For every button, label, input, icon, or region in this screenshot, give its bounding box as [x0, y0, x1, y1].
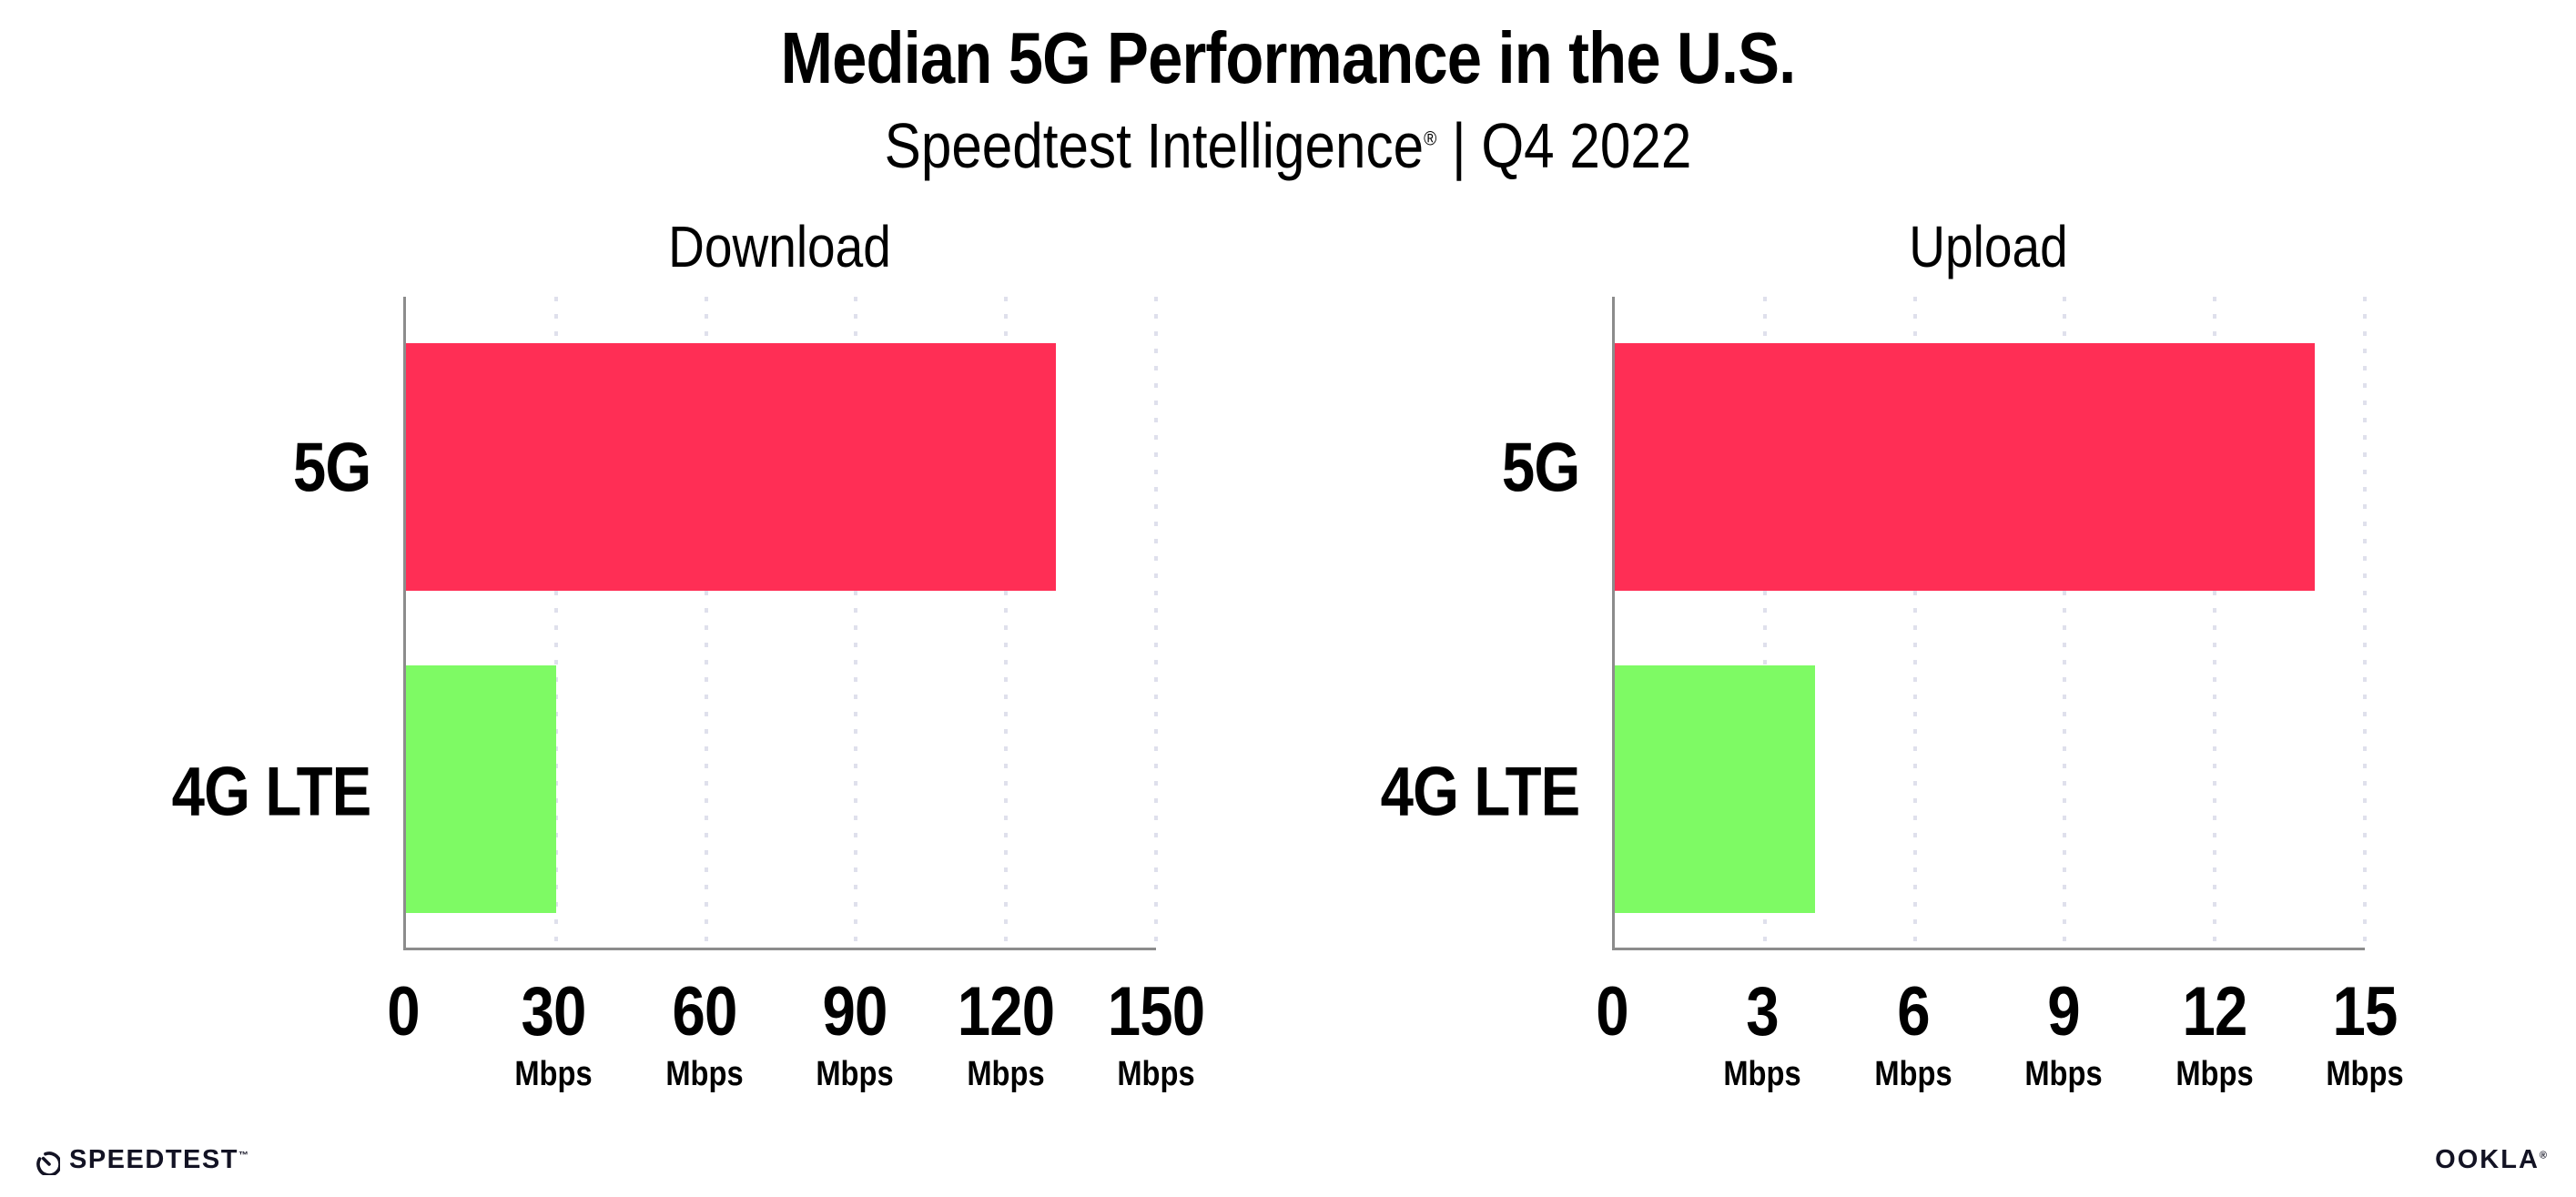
bar-4g-lte: [1615, 665, 1815, 914]
speedtest-logo: SPEEDTEST™: [31, 1145, 249, 1175]
x-axis: 0 30 Mbps 60 Mbps 90 Mbps 120 Mbps 150 Mbps: [387, 950, 1205, 1128]
speedtest-gauge-icon: [36, 1151, 60, 1175]
speedtest-wordmark: SPEEDTEST™: [69, 1145, 249, 1175]
chart-upload: Upload 5G 4G LTE 0 3 Mbps 6 Mbps 9 Mbps 12 Mbps 15…: [1348, 213, 2403, 1128]
x-tick-value: 90: [822, 973, 888, 1050]
x-tick-value: 9: [2047, 973, 2080, 1050]
ookla-logo: OOKLA®: [2435, 1145, 2549, 1175]
x-tick-unit: Mbps: [1874, 1055, 1952, 1093]
charts-row: Download 5G 4G LTE 0 30 Mbps 60 Mbps 90 Mbps 120…: [0, 213, 2576, 1128]
gridline: [2363, 297, 2367, 948]
x-tick-unit: Mbps: [2175, 1055, 2254, 1093]
gridline: [2063, 297, 2067, 948]
plot-area: [1612, 297, 2367, 950]
x-tick-value: 30: [521, 973, 587, 1050]
x-axis-tick: 150 Mbps: [1100, 950, 1212, 1094]
registered-mark: ®: [2539, 1150, 2549, 1161]
category-label-5g: 5G: [292, 429, 371, 507]
bar-4g-lte: [406, 665, 556, 914]
gridline: [2213, 297, 2217, 948]
x-tick-value: 0: [1596, 973, 1628, 1050]
gridline: [1004, 297, 1009, 948]
gridline: [854, 297, 858, 948]
x-axis-tick: 15 Mbps: [2319, 950, 2409, 1094]
chart-title-download: Download: [668, 214, 891, 279]
y-axis-labels: 5G 4G LTE: [139, 297, 403, 950]
category-label-5g: 5G: [1501, 429, 1580, 507]
category-label-4g-lte: 4G LTE: [171, 753, 371, 831]
subtitle-period: | Q4 2022: [1436, 110, 1692, 181]
page-subtitle: Speedtest Intelligence® | Q4 2022: [180, 109, 2396, 182]
x-axis: 0 3 Mbps 6 Mbps 9 Mbps 12 Mbps 15 Mbps: [1596, 950, 2403, 1128]
chart-download: Download 5G 4G LTE 0 30 Mbps 60 Mbps 90 Mbps 120…: [139, 213, 1205, 1128]
x-tick-unit: Mbps: [2024, 1055, 2103, 1093]
x-tick-unit: Mbps: [514, 1055, 593, 1093]
x-axis-tick: 120 Mbps: [949, 950, 1062, 1094]
speedtest-wordmark-text: SPEEDTEST: [69, 1145, 238, 1174]
x-tick-unit: Mbps: [1117, 1055, 1195, 1093]
plot-row: 5G 4G LTE: [139, 297, 1158, 950]
trademark-mark: ™: [238, 1150, 250, 1161]
x-tick-unit: Mbps: [816, 1055, 894, 1093]
x-axis-tick: 9 Mbps: [2019, 950, 2109, 1094]
bar-5g: [1615, 343, 2316, 592]
x-tick-value: 3: [1746, 973, 1780, 1050]
x-axis-tick: 12 Mbps: [2169, 950, 2259, 1094]
x-axis-tick: 0: [1593, 950, 1630, 1051]
plot-area: [403, 297, 1158, 950]
gridline: [1154, 297, 1158, 948]
x-tick-unit: Mbps: [665, 1055, 744, 1093]
x-axis-tick: 0: [384, 950, 421, 1051]
x-tick-value: 60: [672, 973, 737, 1050]
x-axis-tick: 30 Mbps: [509, 950, 599, 1094]
header: Median 5G Performance in the U.S. Speedt…: [0, 0, 2576, 182]
x-tick-unit: Mbps: [2326, 1055, 2404, 1093]
bar-5g: [406, 343, 1057, 592]
x-tick-value: 12: [2182, 973, 2247, 1050]
x-axis-tick: 3 Mbps: [1718, 950, 1808, 1094]
category-label-4g-lte: 4G LTE: [1380, 753, 1580, 831]
registered-mark: ®: [1424, 127, 1437, 150]
x-axis-tick: 90 Mbps: [810, 950, 900, 1094]
x-tick-unit: Mbps: [966, 1055, 1045, 1093]
subtitle-brand: Speedtest Intelligence: [884, 110, 1425, 181]
y-axis-labels: 5G 4G LTE: [1348, 297, 1612, 950]
ookla-wordmark-text: OOKLA: [2435, 1145, 2540, 1174]
ookla-wordmark: OOKLA®: [2435, 1145, 2549, 1174]
gridline: [1912, 297, 1917, 948]
x-tick-value: 6: [1897, 973, 1930, 1050]
x-tick-unit: Mbps: [1723, 1055, 1802, 1093]
gridline: [1762, 297, 1767, 948]
gridline: [553, 297, 558, 948]
x-tick-value: 0: [387, 973, 420, 1050]
plot-row: 5G 4G LTE: [1348, 297, 2367, 950]
x-axis-tick: 60 Mbps: [659, 950, 749, 1094]
footer: SPEEDTEST™ OOKLA®: [0, 1145, 2576, 1175]
x-tick-value: 15: [2332, 973, 2398, 1050]
x-tick-value: 150: [1107, 973, 1205, 1050]
gridline: [704, 297, 708, 948]
x-axis-tick: 6 Mbps: [1868, 950, 1958, 1094]
x-tick-value: 120: [957, 973, 1054, 1050]
page-title: Median 5G Performance in the U.S.: [780, 17, 1797, 98]
chart-title-upload: Upload: [1909, 214, 2068, 279]
